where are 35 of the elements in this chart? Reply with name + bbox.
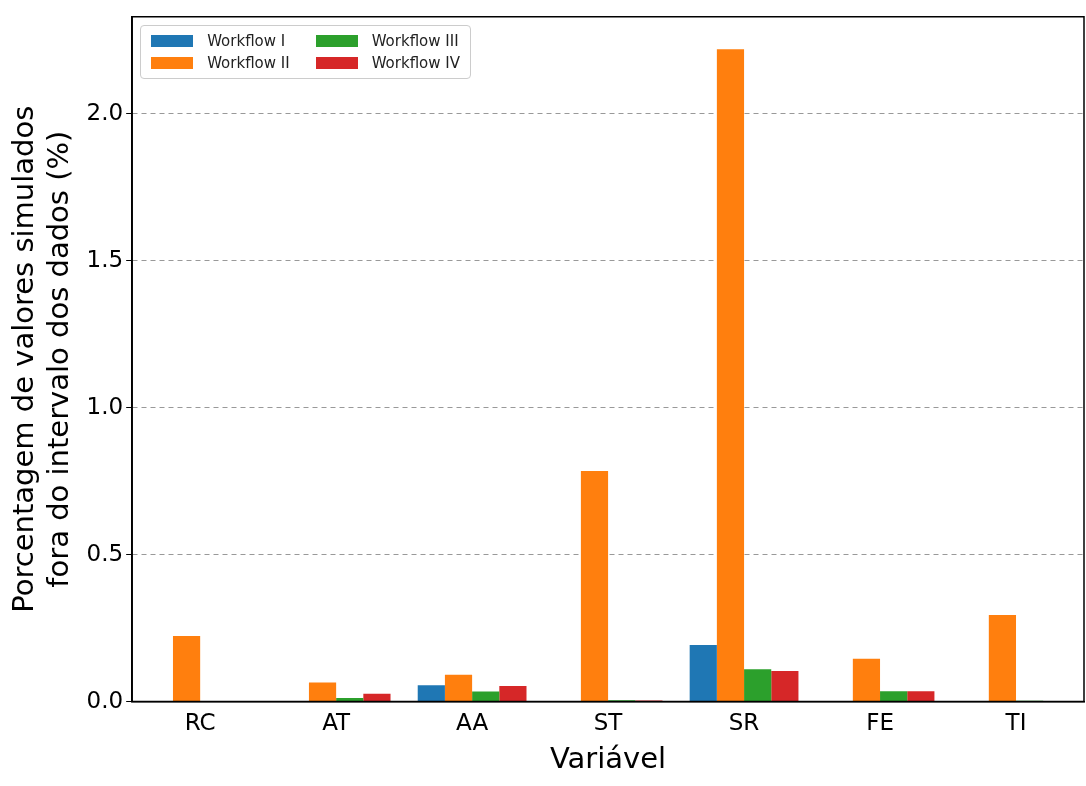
y-tick-label: 0.5 <box>86 539 124 566</box>
x-tick-label: AT <box>322 709 352 736</box>
bar <box>363 693 391 702</box>
bar <box>771 671 799 702</box>
y-tick-label: 0.0 <box>86 686 124 713</box>
legend-label: Workflow I <box>207 31 286 50</box>
y-axis-title: Porcentagem de valores simulados fora do intervalo dos dados (%) <box>5 105 75 613</box>
x-tick-label: ST <box>593 709 624 736</box>
bar <box>417 685 445 702</box>
legend-label: Workflow IV <box>371 53 461 72</box>
bar <box>444 674 473 702</box>
y-tick-label: 1.5 <box>86 245 124 272</box>
bar <box>716 49 745 702</box>
y-tick-label: 2.0 <box>86 98 124 125</box>
x-tick-label: RC <box>184 709 216 736</box>
bar <box>308 682 337 702</box>
x-tick-label: SR <box>728 709 760 736</box>
x-axis-title: Variável <box>550 741 667 776</box>
bar <box>880 691 908 702</box>
x-tick-label: TI <box>1004 709 1027 736</box>
bar <box>744 669 772 702</box>
legend-label: Workflow III <box>371 31 459 50</box>
legend-label: Workflow II <box>207 53 290 72</box>
bar <box>472 691 500 702</box>
bar <box>172 636 201 702</box>
bar <box>499 686 527 702</box>
y-tick-label: 1.0 <box>86 392 124 419</box>
x-tick-label: FE <box>866 709 894 736</box>
bar <box>907 691 935 702</box>
bar <box>336 698 364 702</box>
bar <box>689 644 717 702</box>
bar <box>852 658 881 702</box>
bar <box>988 614 1017 702</box>
bar <box>580 470 609 702</box>
x-tick-label: AA <box>456 709 489 736</box>
